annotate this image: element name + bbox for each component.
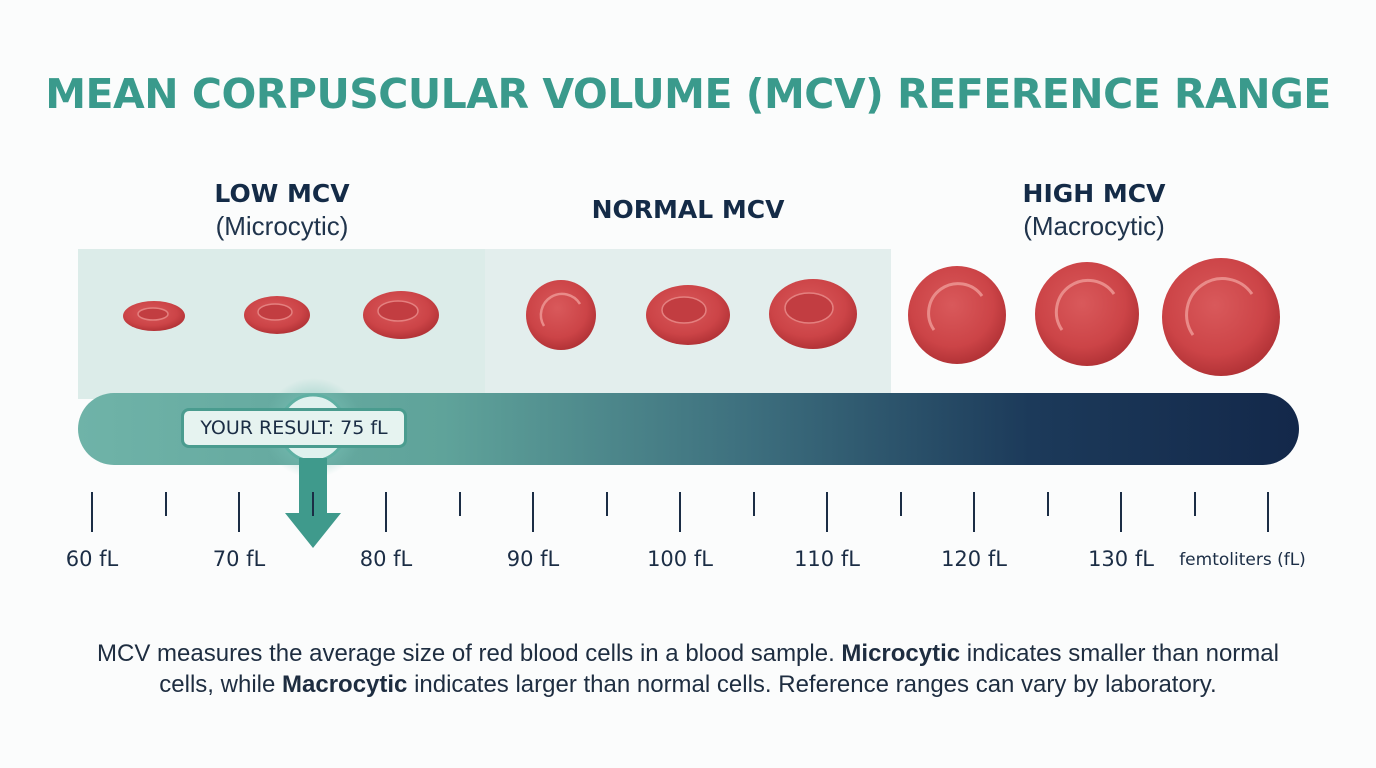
tick-label: 90 fL [506, 547, 560, 571]
rbc-low-1 [123, 301, 185, 331]
tick-label: 120 fL [941, 547, 1007, 571]
rbc-high-2 [1035, 262, 1139, 366]
rbc-normal-1 [526, 280, 596, 350]
caption-part3: indicates larger than normal cells. Refe… [407, 671, 1217, 698]
major-tick [973, 492, 975, 532]
major-tick [679, 492, 681, 532]
your-result-label: YOUR RESULT: 75 fL [181, 408, 407, 448]
tick-label: 80 fL [359, 547, 413, 571]
normal-mcv-title: NORMAL MCV [591, 195, 785, 224]
low-mcv-subtitle: (Microcytic) [215, 211, 349, 241]
minor-tick [900, 492, 902, 516]
rbc-normal-2 [646, 285, 730, 345]
high-mcv-subtitle: (Macrocytic) [1023, 211, 1165, 241]
rbc-normal-3 [769, 279, 857, 349]
caption-bold-microcytic: Microcytic [841, 640, 961, 667]
minor-tick [606, 492, 608, 516]
unit-label: femtoliters (fL) [1179, 550, 1306, 570]
major-tick [91, 492, 93, 532]
high-mcv-heading: HIGH MCV (Macrocytic) [944, 178, 1244, 242]
rbc-high-3 [1162, 258, 1280, 376]
rbc-high-1 [908, 266, 1006, 364]
tick-label: 60 fL [65, 547, 119, 571]
caption-part1: MCV measures the average size of red blo… [97, 640, 842, 667]
result-marker [263, 378, 363, 548]
minor-tick [1047, 492, 1049, 516]
rbc-low-3 [363, 291, 439, 339]
tick-label: 70 fL [212, 547, 266, 571]
tick-label: 110 fL [794, 547, 860, 571]
normal-mcv-heading: NORMAL MCV [538, 194, 838, 226]
major-tick [385, 492, 387, 532]
major-tick [532, 492, 534, 532]
major-tick [1120, 492, 1122, 532]
caption-part2: indicates smaller than normal cells, whi… [159, 640, 1279, 698]
minor-tick [459, 492, 461, 516]
major-tick [1267, 492, 1269, 532]
low-mcv-heading: LOW MCV (Microcytic) [132, 178, 432, 242]
caption: MCV measures the average size of red blo… [80, 638, 1296, 700]
minor-tick [1194, 492, 1196, 516]
low-mcv-title: LOW MCV [214, 179, 350, 208]
minor-tick [165, 492, 167, 516]
major-tick [826, 492, 828, 532]
minor-tick [312, 492, 314, 516]
caption-bold-macrocytic: Macrocytic [282, 671, 408, 698]
tick-label: 130 fL [1088, 547, 1154, 571]
page-title: MEAN CORPUSCULAR VOLUME (MCV) REFERENCE … [45, 70, 1331, 118]
tick-label: 100 fL [647, 547, 713, 571]
rbc-low-2 [244, 296, 310, 334]
major-tick [238, 492, 240, 532]
high-mcv-title: HIGH MCV [1022, 179, 1166, 208]
minor-tick [753, 492, 755, 516]
